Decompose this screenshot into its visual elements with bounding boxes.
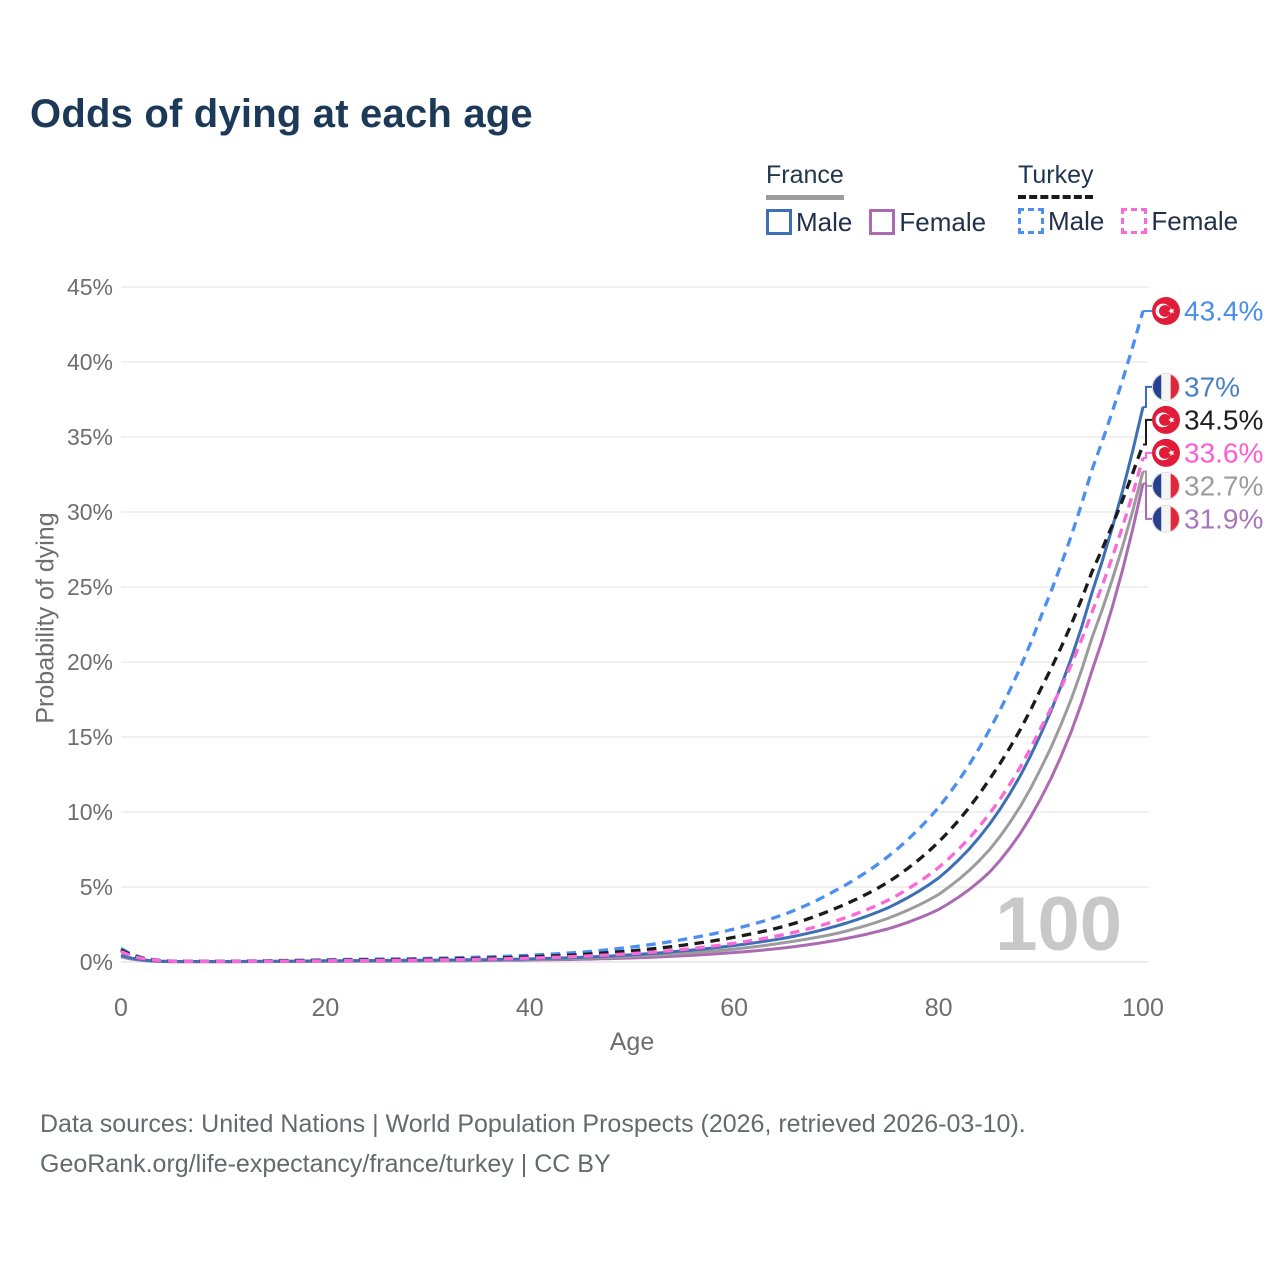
footer-attribution: GeoRank.org/life-expectancy/france/turke… — [40, 1150, 611, 1178]
label-connector — [1143, 451, 1152, 459]
legend-country-turkey: Turkey — [1018, 161, 1094, 199]
turkey-flag-icon — [1152, 405, 1180, 434]
curve-france-male — [120, 406, 1145, 963]
end-label-france-female: 31.9% — [1143, 482, 1263, 534]
france-flag-icon — [1152, 372, 1180, 401]
legend-label-france-female[interactable]: Female — [899, 206, 987, 237]
france-flag-icon — [1152, 471, 1180, 500]
end-label-france-male: 37% — [1143, 371, 1240, 408]
end-label-turkey-male: 43.4% — [1143, 296, 1263, 327]
end-label-value: 33.6% — [1184, 437, 1263, 468]
end-label-turkey-female: 33.6% — [1143, 437, 1263, 468]
turkey-flag-icon — [1152, 297, 1180, 325]
curve-france-female — [120, 483, 1145, 964]
footer-data-sources: Data sources: United Nations | World Pop… — [40, 1110, 1026, 1138]
y-tick-label: 35% — [67, 424, 113, 450]
curve-turkey-male — [120, 310, 1145, 963]
label-connector — [1143, 470, 1152, 487]
y-tick-label: 15% — [67, 724, 113, 750]
curve-france-both-sexes — [120, 471, 1145, 964]
legend-swatch-turkey-male[interactable] — [1018, 207, 1044, 234]
legend-swatch-france-male[interactable] — [766, 208, 792, 235]
y-tick-label: 10% — [67, 799, 113, 825]
y-tick-label: 20% — [67, 649, 113, 675]
legend-group-turkey: Turkey Male Female — [1018, 161, 1255, 236]
label-connector — [1143, 482, 1152, 520]
end-label-value: 34.5% — [1184, 404, 1263, 435]
legend-items-turkey: Male Female — [1018, 205, 1255, 236]
legend-swatch-france-female[interactable] — [869, 208, 896, 235]
y-tick-label: 45% — [67, 274, 113, 300]
turkey-flag-icon — [1152, 438, 1180, 467]
end-label-turkey-both-sexes: 34.5% — [1143, 404, 1263, 446]
curve-turkey-both-sexes — [120, 443, 1145, 964]
end-label-france-both-sexes: 32.7% — [1143, 470, 1263, 501]
y-tick-label: 5% — [80, 874, 113, 900]
label-connector — [1143, 385, 1152, 408]
y-axis-title: Probability of dying — [31, 512, 60, 724]
legend-label-turkey-female[interactable]: Female — [1151, 205, 1239, 236]
x-tick-label: 60 — [720, 994, 748, 1022]
footer: Data sources: United Nations | World Pop… — [40, 1104, 1026, 1184]
end-label-value: 37% — [1184, 371, 1240, 402]
page-title: Odds of dying at each age — [30, 92, 533, 136]
y-tick-label: 40% — [67, 349, 113, 375]
x-axis-title: Age — [609, 1028, 655, 1056]
label-connector — [1143, 418, 1152, 446]
age-indicator: 100 — [995, 882, 1122, 967]
france-flag-icon — [1152, 504, 1180, 533]
legend-items-france: Male Female — [766, 206, 1003, 237]
legend-group-france: France Male Female — [766, 161, 1003, 237]
legend: France Male Female Turkey Male Female — [0, 161, 1280, 252]
x-tick-label: 40 — [516, 994, 544, 1022]
legend-country-france: France — [766, 161, 844, 200]
end-label-value: 43.4% — [1184, 296, 1263, 327]
x-tick-label: 100 — [1122, 994, 1164, 1022]
x-tick-label: 0 — [114, 994, 128, 1022]
x-tick-label: 80 — [925, 994, 953, 1022]
end-label-value: 31.9% — [1184, 503, 1263, 534]
y-tick-label: 0% — [80, 949, 113, 975]
legend-label-turkey-male[interactable]: Male — [1048, 205, 1105, 236]
legend-label-france-male[interactable]: Male — [796, 206, 853, 237]
curve-turkey-female — [120, 457, 1145, 964]
legend-swatch-turkey-female[interactable] — [1121, 207, 1148, 234]
y-tick-label: 30% — [67, 499, 113, 525]
y-tick-label: 25% — [67, 574, 113, 600]
x-tick-label: 20 — [311, 994, 339, 1022]
end-label-value: 32.7% — [1184, 470, 1263, 501]
